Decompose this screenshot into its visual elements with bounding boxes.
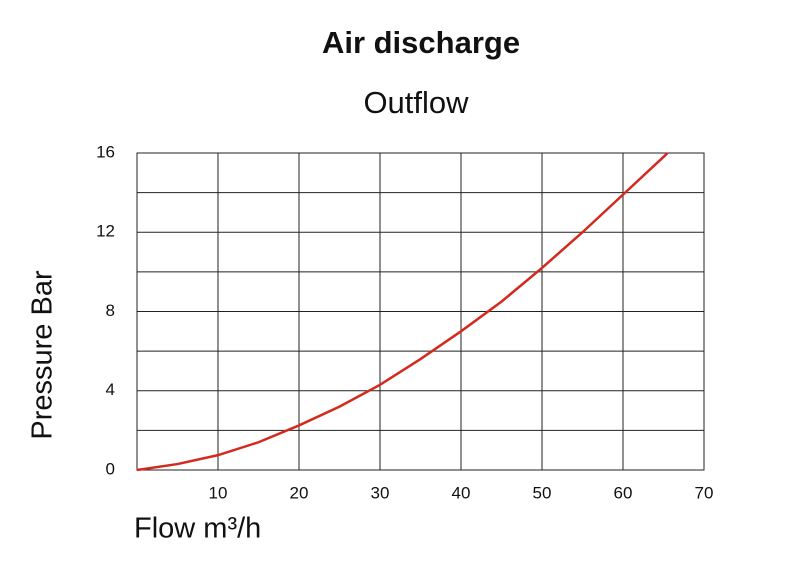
x-tick-label: 20	[290, 483, 309, 502]
x-tick-label: 40	[452, 483, 471, 502]
y-tick-label: 16	[96, 142, 115, 161]
x-axis-label: Flow m³/h	[134, 513, 261, 545]
y-tick-label: 12	[96, 222, 115, 241]
y-tick-label: 8	[106, 301, 115, 320]
chart-title: Air discharge	[322, 25, 520, 60]
data-line	[136, 152, 669, 472]
x-tick-label: 30	[371, 483, 390, 502]
y-tick-label: 4	[106, 380, 115, 399]
y-tick-label: 0	[106, 459, 115, 478]
x-tick-label: 50	[533, 483, 552, 502]
x-tick-label: 10	[209, 483, 228, 502]
x-tick-label: 60	[614, 483, 633, 502]
x-tick-label: 70	[695, 483, 714, 502]
chart-subtitle: Outflow	[363, 85, 469, 120]
y-axis-label: Pressure Bar	[27, 270, 59, 440]
